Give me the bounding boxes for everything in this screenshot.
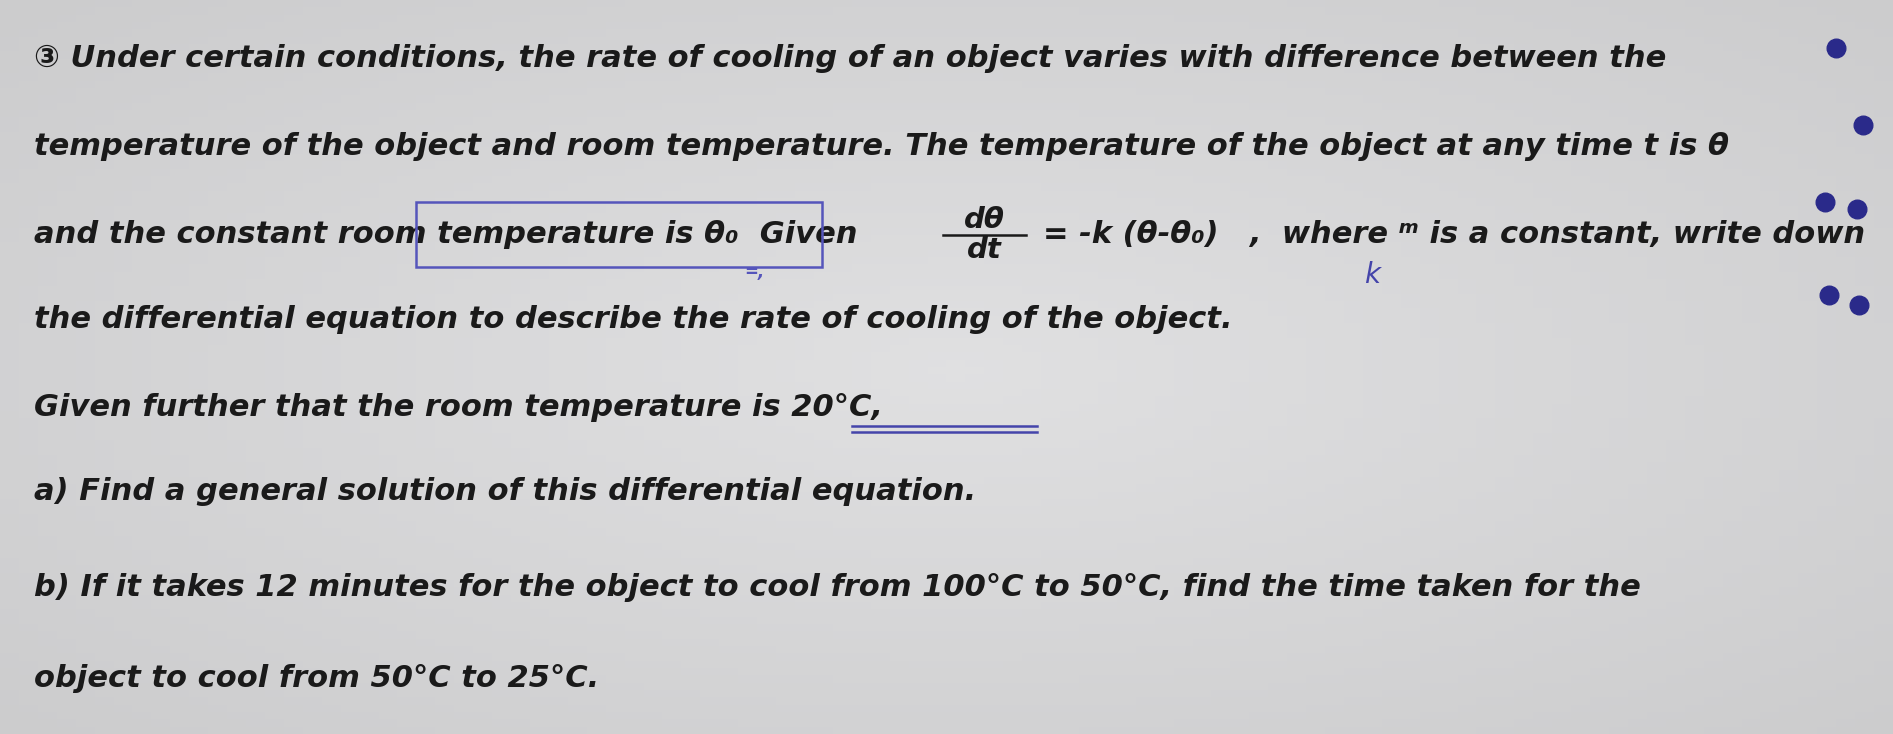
- Text: k: k: [1365, 261, 1380, 289]
- Text: temperature of the object and room temperature. The temperature of the object at: temperature of the object and room tempe…: [34, 132, 1728, 161]
- Point: [1842, 203, 1872, 215]
- Text: = -k (θ-θ₀): = -k (θ-θ₀): [1043, 220, 1219, 250]
- Text: ,  where ᵐ is a constant, write down: , where ᵐ is a constant, write down: [1249, 220, 1865, 250]
- Text: object to cool from 50°C to 25°C.: object to cool from 50°C to 25°C.: [34, 664, 600, 694]
- Text: the differential equation to describe the rate of cooling of the object.: the differential equation to describe th…: [34, 305, 1232, 334]
- Text: b) If it takes 12 minutes for the object to cool from 100°C to 50°C, find the ti: b) If it takes 12 minutes for the object…: [34, 573, 1641, 602]
- Text: a) Find a general solution of this differential equation.: a) Find a general solution of this diffe…: [34, 477, 977, 506]
- Text: and the constant room temperature is θ₀  Given: and the constant room temperature is θ₀ …: [34, 220, 858, 250]
- Point: [1844, 299, 1874, 310]
- Text: Given further that the room temperature is 20°C,: Given further that the room temperature …: [34, 393, 882, 422]
- Point: [1813, 289, 1844, 301]
- Point: [1821, 42, 1851, 54]
- Text: =,: =,: [744, 263, 765, 280]
- Point: [1848, 119, 1878, 131]
- Point: [1810, 196, 1840, 208]
- Text: dθ: dθ: [964, 206, 1005, 234]
- Text: ③ Under certain conditions, the rate of cooling of an object varies with differe: ③ Under certain conditions, the rate of …: [34, 44, 1666, 73]
- Text: dt: dt: [967, 236, 1001, 264]
